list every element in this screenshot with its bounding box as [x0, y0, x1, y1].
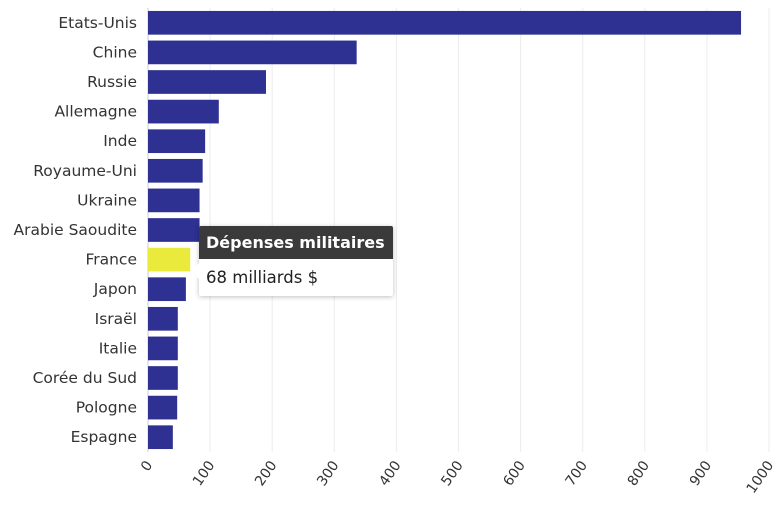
bars	[148, 10, 742, 450]
x-tick-label: 800	[625, 458, 653, 489]
category-labels: Etats-Unis Chine Russie Allemagne Inde Royaum…	[14, 14, 138, 446]
category-label: Royaume-Uni	[33, 162, 137, 180]
bar-13[interactable]	[148, 395, 178, 420]
bar-8[interactable]	[148, 247, 191, 272]
bar-5[interactable]	[148, 158, 203, 183]
tooltip-arrow	[191, 263, 199, 279]
x-tick-label: 0	[138, 458, 156, 474]
tooltip-title: Dépenses militaires	[199, 226, 393, 259]
bar-6[interactable]	[148, 188, 200, 213]
category-label: Inde	[103, 132, 137, 150]
bar-7[interactable]	[148, 218, 200, 242]
category-label: Espagne	[71, 428, 137, 446]
category-label: Israël	[95, 310, 137, 328]
x-tick-label: 500	[438, 458, 466, 489]
bar-3[interactable]	[148, 99, 219, 124]
x-tick-label: 600	[500, 458, 528, 489]
bar-4[interactable]	[148, 129, 206, 154]
bar-14[interactable]	[148, 425, 173, 450]
tooltip-value: 68 milliards $	[206, 268, 319, 287]
x-tick-label: 1000	[744, 458, 778, 496]
x-tick-label: 100	[190, 458, 218, 489]
bar-10[interactable]	[148, 306, 178, 331]
category-label: Russie	[87, 73, 137, 91]
bar-1[interactable]	[148, 40, 357, 65]
x-tick-label: 200	[252, 458, 280, 489]
category-label: Italie	[99, 339, 137, 357]
bar-9[interactable]	[148, 277, 186, 302]
bar-11[interactable]	[148, 336, 178, 361]
tooltip: Dépenses militaires 68 milliards $	[191, 226, 393, 296]
category-label: Corée du Sud	[33, 369, 137, 387]
category-label: France	[85, 251, 137, 269]
x-tick-label: 900	[687, 458, 715, 489]
bar-2[interactable]	[148, 70, 266, 94]
category-label: Pologne	[76, 399, 137, 417]
x-tick-label: 700	[563, 458, 591, 489]
category-label: Japon	[93, 280, 137, 298]
category-label: Etats-Unis	[58, 14, 137, 32]
x-tick-labels: 0 100 200 300 400 500 600 700 800 900 1000	[138, 458, 777, 496]
category-label: Chine	[93, 43, 137, 61]
bar-12[interactable]	[148, 366, 178, 390]
x-tick-label: 300	[314, 458, 342, 489]
bar-0[interactable]	[148, 10, 742, 35]
category-label: Arabie Saoudite	[14, 221, 138, 239]
x-tick-label: 400	[376, 458, 404, 489]
category-label: Ukraine	[77, 191, 137, 209]
category-label: Allemagne	[54, 103, 137, 121]
